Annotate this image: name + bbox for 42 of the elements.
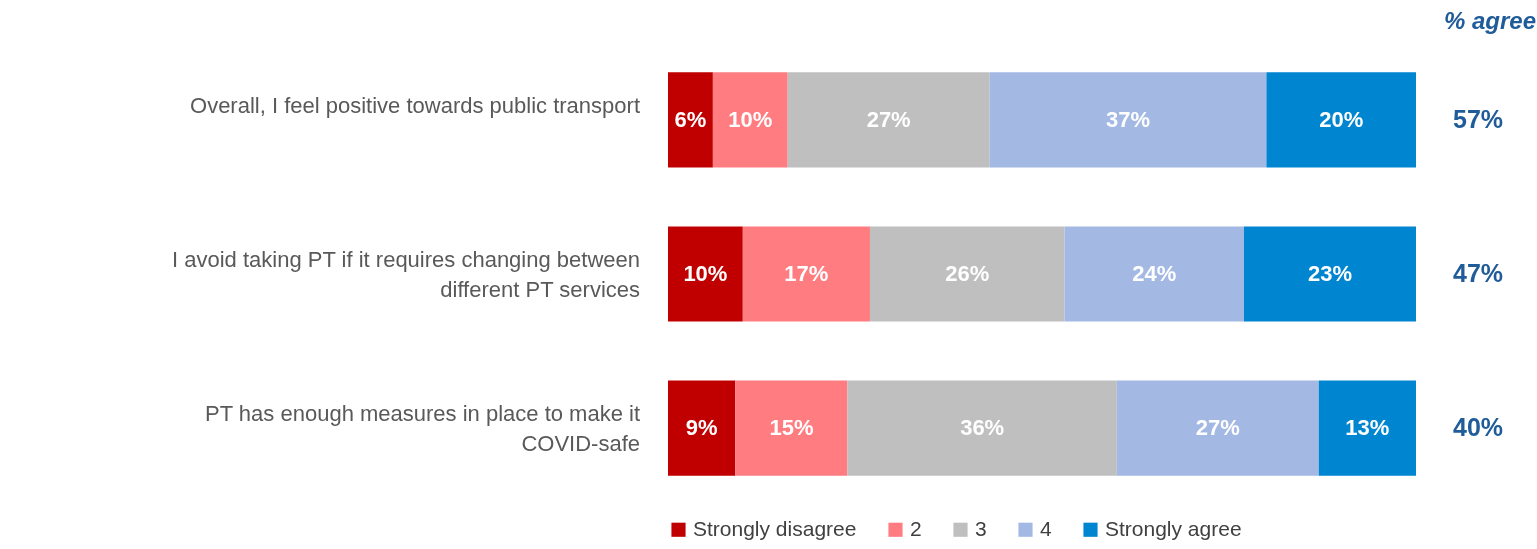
y-tick-label: PT has enough measures in place to make it COVID-safe <box>205 401 640 457</box>
bar <box>1064 226 1244 322</box>
bar <box>989 72 1267 168</box>
legend-label: Strongly agree <box>1105 516 1242 540</box>
text: 40% <box>1452 413 1504 442</box>
bar <box>668 226 743 322</box>
bar <box>712 72 788 168</box>
data-label: 10% <box>728 106 773 132</box>
data-label: 37% <box>1106 106 1151 132</box>
bar <box>847 380 1117 476</box>
data-label: 9% <box>685 415 718 441</box>
bar <box>1116 380 1319 476</box>
data-label: 23% <box>1307 261 1352 286</box>
bar <box>1318 380 1416 476</box>
bar <box>1243 226 1416 322</box>
bar <box>735 380 848 476</box>
bar <box>1266 72 1416 168</box>
data-label: 17% <box>784 261 829 286</box>
data-label: 27% <box>1195 415 1240 441</box>
data-label: 13% <box>1345 415 1390 441</box>
data-label: 6% <box>674 106 707 132</box>
text: 57% <box>1452 104 1504 133</box>
bar <box>668 380 736 476</box>
bar <box>742 226 870 322</box>
legend-label: Strongly disagree <box>693 516 857 540</box>
text: % agree <box>1443 7 1536 34</box>
data-label: 36% <box>960 415 1005 441</box>
bar <box>787 72 990 168</box>
bar <box>869 226 1065 322</box>
legend-label: 4 <box>1040 516 1052 540</box>
data-label: 15% <box>769 415 814 441</box>
text: 47% <box>1452 259 1504 287</box>
data-label: 20% <box>1319 106 1364 132</box>
data-label: 27% <box>866 106 911 132</box>
legend-label: 2 <box>910 516 922 540</box>
legend-label: 3 <box>975 516 987 540</box>
data-label: 26% <box>945 261 990 286</box>
y-tick-label: I avoid taking PT if it requires changing between different PT services <box>172 247 640 302</box>
data-label: 24% <box>1132 261 1177 286</box>
y-tick-label: Overall, I feel positive towards public transport <box>190 92 640 118</box>
data-label: 10% <box>683 261 728 286</box>
bar <box>668 72 713 168</box>
